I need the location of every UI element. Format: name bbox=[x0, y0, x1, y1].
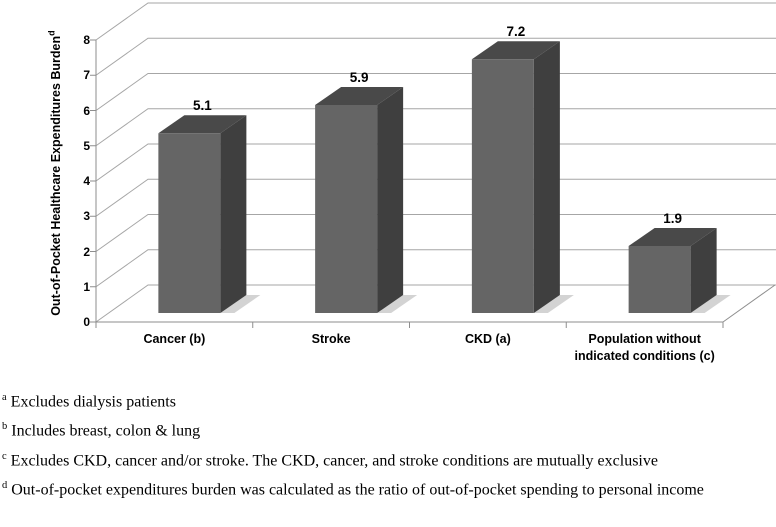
gridline bbox=[95, 37, 776, 76]
category-label: Stroke bbox=[311, 332, 351, 346]
y-tick-label: 3 bbox=[83, 209, 90, 224]
category-label: Cancer (b) bbox=[143, 332, 206, 346]
bar-top-face bbox=[315, 87, 404, 106]
gridline bbox=[95, 284, 776, 323]
gridline bbox=[95, 73, 776, 111]
bar-side-face bbox=[690, 228, 717, 313]
footnote-text: Excludes CKD, cancer and/or stroke. The … bbox=[10, 451, 658, 469]
gridline bbox=[95, 108, 776, 147]
y-axis-title: Out-of-Pocket Healthcare Expenditures Bu… bbox=[40, 22, 70, 324]
footnote: b Includes breast, colon & lung bbox=[2, 417, 738, 441]
footnote-marker: b bbox=[2, 421, 8, 433]
y-tick-label: 6 bbox=[83, 103, 90, 118]
y-tick-label: 7 bbox=[83, 68, 90, 83]
footnote-text: Out-of-pocket expenditures burden was ca… bbox=[11, 481, 704, 499]
footnotes: a Excludes dialysis patients b Includes bre… bbox=[2, 388, 738, 505]
y-axis-title-superscript: d bbox=[46, 30, 57, 36]
floor-right-edge bbox=[722, 284, 776, 323]
category-label: Population without indicated conditions … bbox=[574, 332, 715, 363]
y-tick-label: 1 bbox=[83, 279, 90, 294]
bar-front-face bbox=[628, 246, 691, 313]
gridline bbox=[95, 178, 776, 217]
bar-shadow bbox=[377, 295, 418, 313]
y-axis-title-label: Out-of-Pocket Healthcare Expenditures Bu… bbox=[49, 35, 64, 316]
bar-side-face bbox=[533, 41, 560, 313]
data-label: 1.9 bbox=[663, 211, 683, 227]
chart-canvas bbox=[90, 2, 776, 328]
data-label: 5.1 bbox=[192, 98, 212, 114]
data-label: 5.9 bbox=[349, 70, 369, 86]
category-label: CKD (a) bbox=[464, 332, 511, 346]
bar-side-face bbox=[220, 115, 247, 313]
y-axis-title-text: Out-of-Pocket Healthcare Expenditures Bu… bbox=[47, 30, 63, 315]
footnote-marker: a bbox=[2, 392, 7, 403]
bar-shadow bbox=[220, 295, 261, 313]
y-tick-label: 5 bbox=[83, 138, 90, 153]
bar-top-face bbox=[628, 228, 717, 247]
gridline bbox=[95, 143, 776, 182]
bar-front-face bbox=[315, 105, 378, 314]
footnote: a Excludes dialysis patients bbox=[2, 388, 738, 412]
bar-shadow bbox=[690, 295, 731, 313]
bar-front-face bbox=[158, 133, 221, 313]
y-tick-label: 8 bbox=[83, 33, 90, 47]
bar-top-face bbox=[471, 41, 560, 60]
footnote-text: Excludes dialysis patients bbox=[10, 393, 176, 411]
bar-top-face bbox=[158, 115, 247, 134]
footnote-marker: c bbox=[2, 450, 7, 462]
bar-shadow bbox=[533, 295, 574, 313]
bar-side-face bbox=[377, 87, 404, 314]
y-tick-label: 0 bbox=[83, 315, 90, 329]
y-tick-label: 2 bbox=[83, 244, 90, 259]
footnote: d Out-of-pocket expenditures burden was c… bbox=[2, 476, 738, 500]
gridline bbox=[95, 2, 776, 41]
gridline bbox=[95, 249, 776, 288]
footnote-marker: d bbox=[2, 479, 8, 491]
bar-front-face bbox=[471, 59, 534, 314]
y-tick-label: 4 bbox=[83, 174, 90, 188]
footnote-text: Includes breast, colon & lung bbox=[11, 422, 201, 440]
gridline bbox=[95, 214, 776, 252]
data-label: 7.2 bbox=[506, 24, 526, 40]
footnote: c Excludes CKD, cancer and/or stroke. The… bbox=[2, 447, 738, 471]
